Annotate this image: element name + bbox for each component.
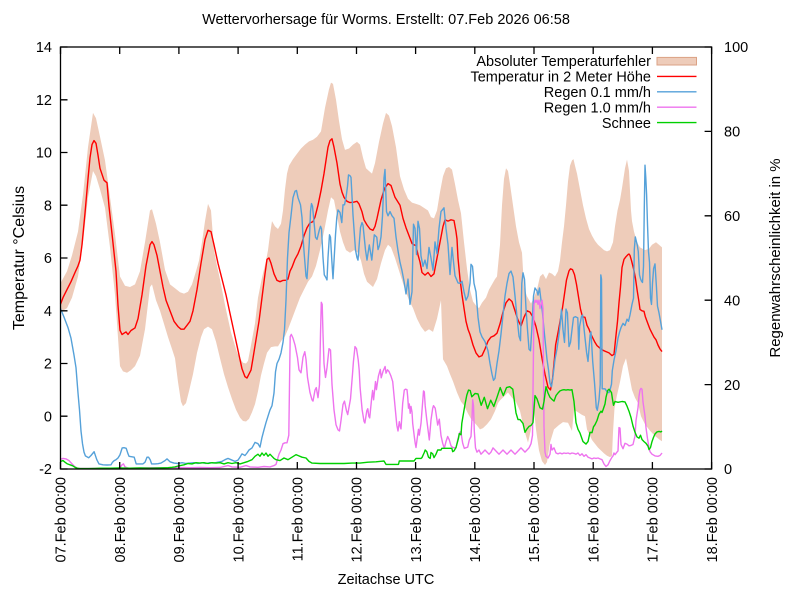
svg-text:18.Feb 00:00: 18.Feb 00:00	[705, 477, 721, 562]
svg-text:8: 8	[44, 198, 52, 214]
svg-text:10: 10	[36, 146, 52, 162]
svg-text:Regenwahrscheinlichkeit in %: Regenwahrscheinlichkeit in %	[767, 158, 784, 357]
svg-text:09.Feb 00:00: 09.Feb 00:00	[172, 477, 188, 562]
svg-text:100: 100	[724, 40, 748, 56]
svg-text:07.Feb 00:00: 07.Feb 00:00	[54, 477, 70, 562]
svg-text:Temperatur in 2 Meter Höhe: Temperatur in 2 Meter Höhe	[470, 70, 651, 86]
svg-text:6: 6	[44, 251, 52, 267]
svg-text:Regen 0.1 mm/h: Regen 0.1 mm/h	[544, 85, 651, 101]
svg-text:Wettervorhersage für Worms. Er: Wettervorhersage für Worms. Erstellt: 07…	[202, 12, 570, 28]
svg-text:60: 60	[724, 209, 740, 225]
svg-text:2: 2	[44, 357, 52, 373]
svg-text:16.Feb 00:00: 16.Feb 00:00	[586, 477, 602, 562]
svg-text:0: 0	[724, 462, 732, 478]
svg-text:0: 0	[44, 409, 52, 425]
svg-text:10.Feb 00:00: 10.Feb 00:00	[231, 477, 247, 562]
svg-text:-2: -2	[39, 462, 52, 478]
svg-text:20: 20	[724, 378, 740, 394]
svg-text:12: 12	[36, 93, 52, 109]
svg-text:4: 4	[44, 304, 52, 320]
svg-text:08.Feb 00:00: 08.Feb 00:00	[113, 477, 129, 562]
svg-text:11.Feb 00:00: 11.Feb 00:00	[291, 477, 307, 561]
svg-text:14.Feb 00:00: 14.Feb 00:00	[468, 477, 484, 562]
svg-text:Regen 1.0 mm/h: Regen 1.0 mm/h	[544, 100, 651, 116]
svg-text:80: 80	[724, 125, 740, 141]
svg-text:12.Feb 00:00: 12.Feb 00:00	[350, 477, 366, 562]
svg-text:Temperatur °Celsius: Temperatur °Celsius	[11, 186, 28, 330]
svg-text:17.Feb 00:00: 17.Feb 00:00	[646, 477, 662, 562]
svg-text:Absoluter Temperaturfehler: Absoluter Temperaturfehler	[476, 54, 651, 70]
svg-text:14: 14	[36, 40, 52, 56]
svg-text:40: 40	[724, 293, 740, 309]
svg-text:15.Feb 00:00: 15.Feb 00:00	[527, 477, 543, 562]
svg-text:Schnee: Schnee	[602, 116, 651, 132]
svg-text:Zeitachse UTC: Zeitachse UTC	[338, 572, 435, 588]
svg-text:13.Feb 00:00: 13.Feb 00:00	[409, 477, 425, 562]
